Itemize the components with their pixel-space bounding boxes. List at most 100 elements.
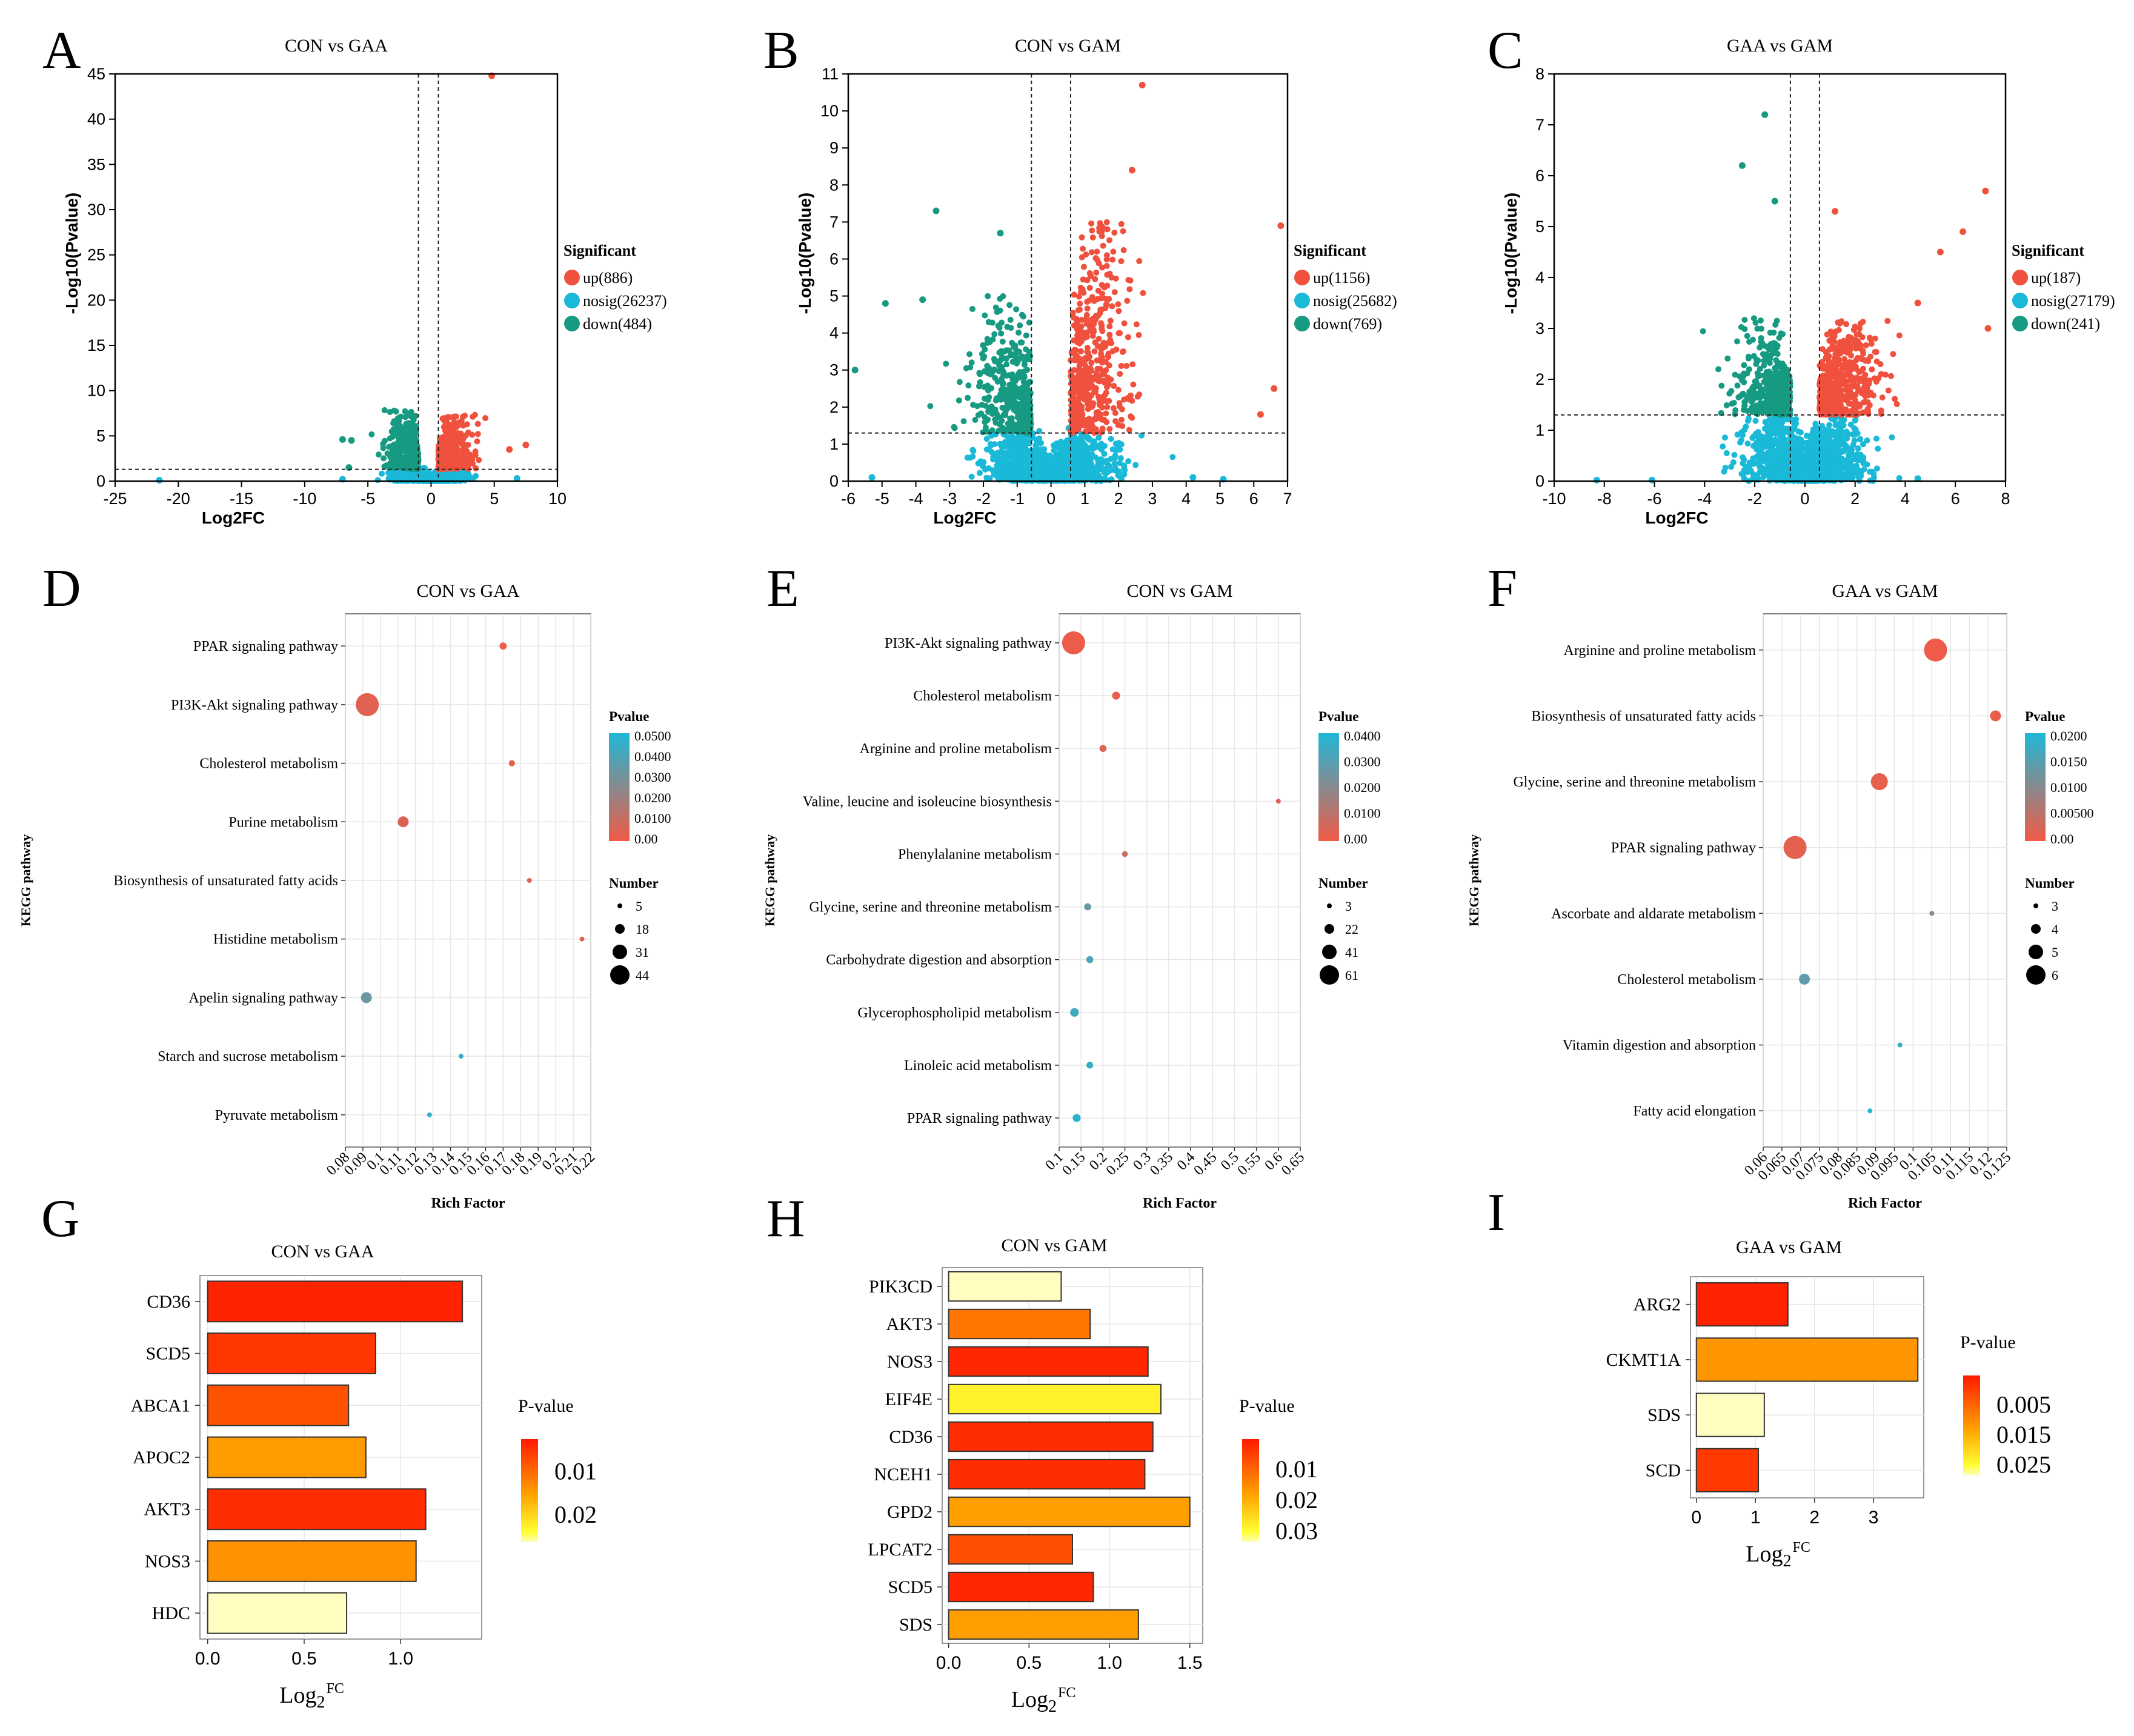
point-up: [1110, 248, 1117, 255]
x-tick-label: 5: [1215, 490, 1225, 508]
point-down: [368, 431, 375, 437]
point-down: [977, 379, 983, 385]
point-nosig: [1112, 454, 1119, 461]
point-up: [462, 442, 469, 449]
point-down: [1008, 424, 1015, 431]
point-up: [1107, 318, 1114, 324]
point-down: [1007, 391, 1014, 398]
point-up: [440, 439, 447, 446]
point-down: [1008, 417, 1014, 424]
point-up: [522, 441, 530, 448]
point-down: [982, 395, 988, 402]
point-nosig: [156, 477, 163, 484]
legend-label: down(484): [583, 315, 652, 333]
point-up: [482, 414, 489, 421]
point-nosig: [451, 474, 458, 481]
point-down: [1000, 371, 1007, 378]
y-tick-label: 20: [87, 291, 105, 309]
point-down: [1022, 395, 1029, 402]
chart-title: CON vs GAM: [1015, 36, 1121, 56]
point-up: [1092, 385, 1099, 391]
point-up: [1071, 291, 1077, 298]
point-down: [981, 384, 988, 390]
point-up: [1084, 305, 1091, 312]
point-up: [474, 438, 480, 445]
point-up: [1134, 393, 1141, 400]
point-down: [956, 397, 962, 404]
plot-frame: [114, 73, 559, 482]
legend-swatch: [1294, 270, 1310, 285]
point-nosig: [1120, 471, 1127, 478]
point-up: [1140, 290, 1146, 296]
point-down: [1021, 361, 1028, 368]
point-up: [1111, 289, 1118, 296]
point-nosig: [1093, 470, 1100, 476]
point-up: [457, 430, 464, 437]
x-tick-label: 0: [427, 490, 436, 508]
point-up: [1115, 308, 1122, 314]
point-nosig: [1062, 468, 1069, 474]
point-up: [1125, 334, 1131, 341]
point-down: [992, 419, 999, 426]
point-down: [381, 407, 388, 413]
panel-letter: B: [763, 21, 799, 80]
y-tick-label: 7: [829, 213, 839, 231]
point-down: [999, 404, 1006, 411]
x-tick-label: -5: [361, 490, 375, 508]
volcano-panel-C: C GAA vs GAM-10 -8 -6 -4 -2 0 2 4 6 8012345678Log2…: [1487, 21, 2115, 527]
point-down: [997, 230, 1004, 237]
y-tick-label: 30: [87, 201, 105, 219]
point-down: [1012, 342, 1019, 349]
x-tick-label: -6: [841, 490, 856, 508]
point-up: [1086, 270, 1093, 276]
point-up: [1118, 258, 1125, 265]
point-up: [1101, 284, 1108, 291]
point-up: [1128, 167, 1135, 174]
y-tick-label: 4: [829, 324, 839, 342]
point-up: [1115, 387, 1122, 393]
point-down: [414, 452, 420, 459]
point-nosig: [1049, 469, 1056, 476]
point-down: [339, 436, 346, 443]
point-up: [474, 431, 481, 437]
point-up: [1271, 385, 1278, 392]
point-up: [1084, 392, 1091, 399]
chart-title: GAA vs GAM: [1727, 36, 1833, 56]
point-down: [404, 455, 410, 462]
point-nosig: [424, 474, 431, 481]
point-up: [453, 424, 460, 430]
point-down: [402, 428, 409, 434]
point-up: [467, 459, 473, 466]
point-up: [1077, 348, 1084, 354]
point-up: [1105, 350, 1112, 357]
point-down: [997, 296, 1003, 302]
point-down: [969, 402, 976, 408]
point-down: [381, 455, 387, 462]
point-down: [991, 331, 998, 338]
point-up: [1119, 348, 1126, 355]
point-nosig: [1011, 474, 1018, 481]
point-nosig: [868, 474, 876, 481]
point-nosig: [1745, 415, 1752, 422]
point-down: [393, 451, 400, 458]
point-down: [1000, 427, 1006, 433]
point-down: [951, 424, 957, 430]
point-up: [1118, 362, 1125, 369]
point-nosig: [1109, 446, 1116, 453]
point-nosig: [1002, 474, 1008, 481]
scatter-points: [851, 81, 1285, 484]
x-tick-label: 3: [1148, 490, 1157, 508]
point-down: [992, 358, 999, 365]
point-down: [965, 394, 971, 401]
y-axis-label: -Log10(Pvalue): [796, 193, 814, 314]
point-up: [1077, 405, 1083, 411]
point-down: [1006, 302, 1013, 308]
point-nosig: [1016, 457, 1023, 464]
x-tick-label: -2: [976, 490, 991, 508]
point-down: [963, 365, 969, 371]
point-up: [1074, 353, 1080, 359]
point-up: [1123, 362, 1130, 369]
point-up: [470, 413, 476, 420]
panel-letter: C: [1487, 21, 1523, 80]
point-up: [1100, 242, 1106, 249]
